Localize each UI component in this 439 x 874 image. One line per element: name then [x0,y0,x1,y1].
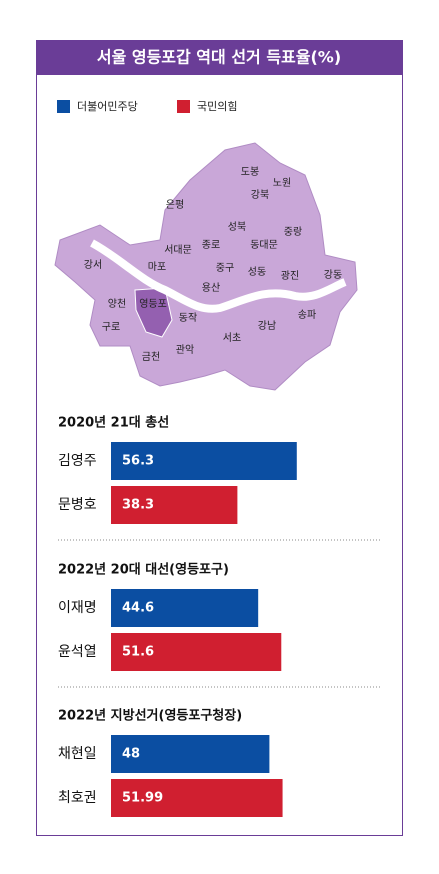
district-label: 영등포 [139,298,167,310]
section-title: 2020년 21대 총선 [58,415,169,431]
district-label: 용산 [202,282,220,294]
candidate-name: 채현일 [58,746,97,762]
district-label: 도봉 [241,166,259,178]
district-label: 동대문 [250,239,278,251]
legend-swatch [57,100,70,113]
district-label: 금천 [142,351,160,363]
legend-label: 국민의힘 [197,100,237,113]
value-label: 51.99 [122,791,163,806]
district-label: 서초 [223,332,241,344]
legend-label: 더불어민주당 [77,100,138,113]
district-label: 마포 [148,261,166,273]
bar [111,486,238,524]
candidate-name: 김영주 [58,453,97,469]
candidate-name: 최호권 [58,790,97,806]
bar [111,633,282,671]
district-label: 노원 [273,177,291,189]
district-label: 송파 [298,309,316,321]
bar [111,779,283,817]
district-label: 은평 [166,199,184,211]
title-bar [37,41,402,75]
district-label: 종로 [202,239,220,251]
district-label: 관악 [176,344,194,356]
han-river [90,239,347,313]
value-label: 56.3 [122,454,154,469]
candidate-name: 문병호 [58,497,97,513]
district-label: 구로 [102,322,120,333]
bar [111,589,259,627]
seoul-map [54,142,358,391]
district-label: 강동 [324,269,342,281]
value-label: 38.3 [122,498,154,513]
legend-swatch [177,100,190,113]
candidate-name: 이재명 [58,600,97,616]
district-label: 서대문 [164,244,192,256]
map [54,142,358,391]
district-label: 중랑 [284,226,302,238]
district-label: 성북 [228,221,246,233]
district-label: 강남 [258,320,276,332]
district-label: 성동 [248,266,266,278]
value-label: 48 [122,747,140,762]
district-label: 광진 [281,270,299,282]
candidate-name: 윤석열 [58,644,97,660]
district-label: 동작 [179,312,197,324]
bar [111,442,297,480]
district-label: 강서 [84,259,102,271]
section-title: 2022년 지방선거(영등포구청장) [58,708,242,724]
title: 서울 영등포갑 역대 선거 득표율(%) [97,48,341,67]
district-label: 중구 [216,262,234,274]
value-label: 44.6 [122,601,154,616]
section-title: 2022년 20대 대선(영등포구) [58,562,229,578]
district-label: 강북 [251,189,269,201]
bar [111,735,270,773]
district-label: 양천 [108,298,126,310]
value-label: 51.6 [122,645,154,660]
